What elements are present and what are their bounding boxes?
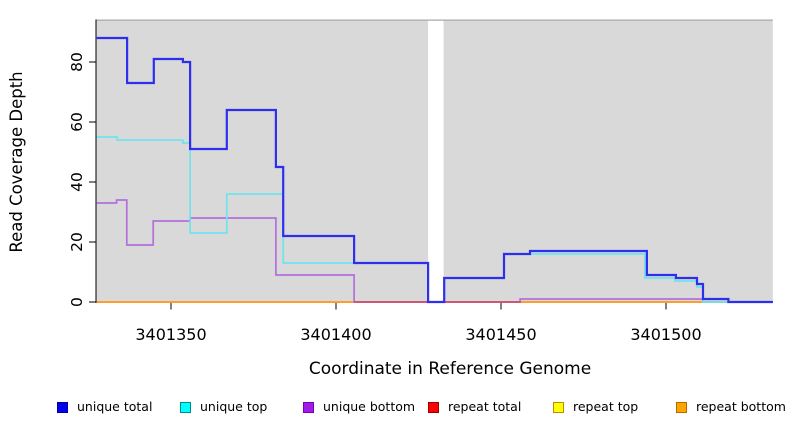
x-tick-label: 3401450	[465, 325, 536, 344]
series-line-unique-bottom	[96, 199, 773, 303]
x-axis-title: Coordinate in Reference Genome	[308, 359, 592, 379]
legend-label-repeat-top: repeat top	[573, 399, 639, 414]
legend-swatch-unique-bottom	[303, 402, 314, 413]
legend-swatch-repeat-bottom	[676, 402, 687, 413]
legend-label-unique-bottom: unique bottom	[323, 399, 416, 414]
y-axis-title: Read Coverage Depth	[7, 71, 26, 253]
legend-swatch-repeat-total	[428, 402, 439, 413]
legend-label-unique-top: unique top	[200, 399, 268, 414]
x-tick-label: 3401400	[300, 325, 371, 344]
no-data-gap	[428, 20, 444, 303]
x-tick-label: 3401500	[630, 325, 701, 344]
y-tick-label: 60	[68, 112, 86, 132]
legend-label-repeat-bottom: repeat bottom	[696, 399, 786, 414]
legend-label-repeat-total: repeat total	[448, 399, 522, 414]
legend-swatch-unique-top	[180, 402, 191, 413]
legend-swatch-repeat-top	[553, 402, 564, 413]
series-line-unique-total	[96, 36, 773, 304]
y-tick-label: 0	[68, 297, 86, 307]
x-tick-label: 3401350	[135, 325, 206, 344]
y-tick-label: 40	[68, 172, 86, 192]
y-tick-label: 20	[68, 232, 86, 252]
y-tick-label: 80	[68, 52, 86, 72]
legend: unique total unique top unique bottom repea…	[0, 396, 792, 426]
legend-label-unique-total: unique total	[77, 399, 153, 414]
legend-swatch-unique-total	[57, 402, 68, 413]
